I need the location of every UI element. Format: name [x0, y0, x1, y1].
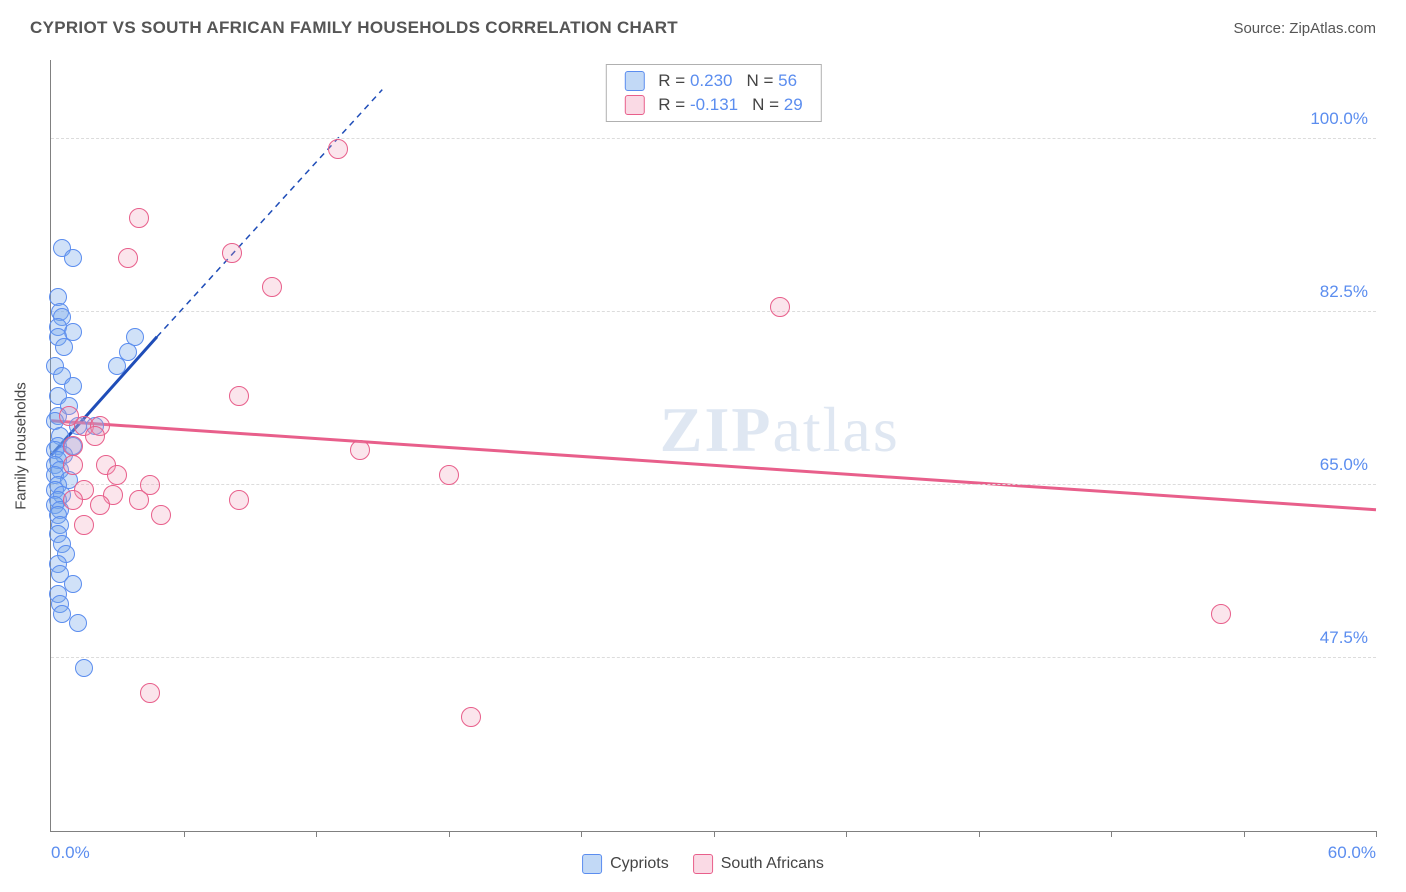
data-point: [63, 490, 83, 510]
data-point: [229, 490, 249, 510]
data-point: [90, 495, 110, 515]
legend-swatch: [582, 854, 602, 874]
data-point: [75, 659, 93, 677]
stats-legend: R = 0.230 N = 56 R = -0.131 N = 29: [605, 64, 821, 122]
n-label: N = 56: [746, 71, 797, 91]
data-point: [129, 490, 149, 510]
legend-label: South Africans: [721, 855, 824, 873]
y-tick-label: 82.5%: [1320, 282, 1368, 302]
data-point: [770, 297, 790, 317]
data-point: [328, 139, 348, 159]
y-tick-label: 100.0%: [1310, 109, 1368, 129]
trend-lines: [51, 60, 1376, 831]
gridline: [51, 484, 1376, 485]
x-tick: [581, 831, 582, 837]
x-tick: [449, 831, 450, 837]
data-point: [118, 248, 138, 268]
x-tick: [1376, 831, 1377, 837]
gridline: [51, 657, 1376, 658]
data-point: [64, 575, 82, 593]
r-label: R = -0.131: [658, 95, 738, 115]
y-tick-label: 47.5%: [1320, 628, 1368, 648]
legend-swatch: [624, 71, 644, 91]
chart-header: CYPRIOT VS SOUTH AFRICAN FAMILY HOUSEHOL…: [0, 0, 1406, 46]
data-point: [229, 386, 249, 406]
data-point: [262, 277, 282, 297]
data-point: [222, 243, 242, 263]
data-point: [74, 515, 94, 535]
x-tick: [846, 831, 847, 837]
x-tick: [979, 831, 980, 837]
n-label: N = 29: [752, 95, 803, 115]
data-point: [461, 707, 481, 727]
data-point: [140, 683, 160, 703]
y-axis-label: Family Households: [13, 382, 30, 510]
legend-item: South Africans: [693, 854, 824, 874]
gridline: [51, 138, 1376, 139]
data-point: [129, 208, 149, 228]
plot-area: ZIPatlas R = 0.230N = 56R = -0.131N = 29…: [50, 60, 1376, 832]
data-point: [107, 465, 127, 485]
data-point: [439, 465, 459, 485]
chart-source: Source: ZipAtlas.com: [1233, 20, 1376, 37]
chart-title: CYPRIOT VS SOUTH AFRICAN FAMILY HOUSEHOL…: [30, 18, 678, 38]
x-tick: [1244, 831, 1245, 837]
legend-swatch: [693, 854, 713, 874]
data-point: [55, 338, 73, 356]
data-point: [151, 505, 171, 525]
x-tick: [316, 831, 317, 837]
x-tick: [184, 831, 185, 837]
data-point: [64, 249, 82, 267]
series-legend: Cypriots South Africans: [582, 854, 824, 874]
data-point: [69, 614, 87, 632]
legend-swatch: [624, 95, 644, 115]
chart-container: ZIPatlas R = 0.230N = 56R = -0.131N = 29…: [50, 60, 1376, 832]
r-label: R = 0.230: [658, 71, 732, 91]
x-axis-max: 60.0%: [1328, 843, 1376, 863]
x-axis-min: 0.0%: [51, 843, 90, 863]
legend-label: Cypriots: [610, 855, 669, 873]
gridline: [51, 311, 1376, 312]
data-point: [350, 440, 370, 460]
stats-row: R = -0.131 N = 29: [624, 93, 802, 117]
legend-item: Cypriots: [582, 854, 669, 874]
data-point: [63, 436, 83, 456]
stats-row: R = 0.230 N = 56: [624, 69, 802, 93]
x-tick: [1111, 831, 1112, 837]
data-point: [63, 455, 83, 475]
data-point: [1211, 604, 1231, 624]
x-tick: [714, 831, 715, 837]
y-tick-label: 65.0%: [1320, 455, 1368, 475]
data-point: [85, 426, 105, 446]
data-point: [108, 357, 126, 375]
data-point: [64, 377, 82, 395]
